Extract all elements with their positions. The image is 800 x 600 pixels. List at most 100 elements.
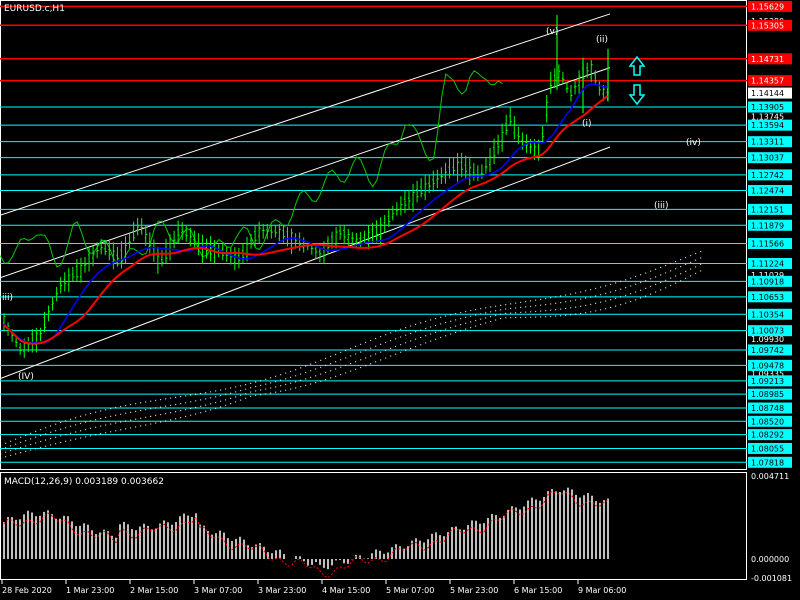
cloud-dot [125, 404, 127, 407]
cyan-level-label: 1.10073 [751, 327, 784, 336]
wave-label-iii-left: iii) [2, 293, 13, 303]
cloud-dot [170, 404, 172, 406]
cloud-dot [630, 300, 632, 303]
cloud-dot [345, 364, 347, 367]
cloud-dot [140, 409, 142, 412]
cloud-dot [400, 351, 402, 353]
cloud-dot [660, 289, 662, 291]
ma-red-line [3, 95, 609, 345]
cloud-dot [245, 393, 247, 395]
cloud-dot [200, 399, 202, 401]
cloud-dot [15, 453, 17, 455]
cloud-dot [90, 427, 92, 429]
cloud-dot [140, 425, 142, 427]
cloud-dot [395, 345, 397, 348]
cloud-dot [10, 440, 12, 442]
cloud-dot [290, 376, 292, 378]
cloud-dot [225, 388, 227, 390]
cyan-level-label-bg [748, 442, 792, 454]
cloud-dot [475, 319, 477, 322]
red-level-label-bg [748, 75, 792, 87]
cloud-dot [650, 293, 652, 295]
cloud-dot [210, 397, 212, 399]
cloud-dot [550, 303, 552, 305]
cloud-dot [180, 410, 182, 412]
cyan-level-label: 1.10354 [751, 310, 784, 319]
cloud-dot [435, 338, 437, 340]
cloud-dot [185, 395, 187, 397]
cloud-dot [535, 316, 537, 318]
cloud-dot [265, 383, 267, 385]
cloud-dot [145, 401, 147, 403]
cloud-dot [50, 425, 52, 427]
cloud-dot [80, 430, 82, 432]
cloud-dot [450, 327, 452, 329]
cloud-dot [455, 325, 457, 327]
cloud-dot [370, 355, 372, 357]
cloud-dot [480, 308, 482, 310]
cloud-dot [655, 268, 657, 270]
cloud-dot [310, 376, 312, 379]
cloud-dot [285, 389, 287, 391]
cloud-dot [335, 375, 337, 377]
cloud-dot [375, 353, 377, 355]
cloud-dot [55, 423, 57, 425]
cloud-dot [200, 405, 202, 407]
cloud-dot [335, 353, 337, 356]
cloud-dot [290, 388, 292, 390]
cloud-dot [145, 416, 147, 418]
cloud-dot [520, 306, 522, 309]
cloud-dot [625, 294, 627, 296]
cloud-dot [440, 330, 442, 332]
cloud-dot [490, 316, 492, 318]
ma-blue-line [3, 83, 608, 344]
cloud-dot [480, 318, 482, 320]
cloud-dot [75, 431, 77, 433]
cyan-level-label: 1.08292 [751, 431, 784, 440]
cloud-dot [20, 436, 22, 438]
cloud-dot [460, 318, 462, 320]
cloud-dot [345, 349, 347, 352]
cloud-dot [700, 263, 702, 266]
time-label: 5 Mar 23:00 [450, 586, 498, 595]
cloud-dot [215, 401, 217, 404]
cloud-dot [440, 323, 442, 325]
cloud-dot [490, 320, 492, 323]
channel-line-2 [0, 13, 611, 216]
cloud-dot [310, 363, 312, 365]
cloud-dot [270, 377, 272, 379]
cloud-dot [590, 289, 592, 291]
cloud-dot [275, 375, 277, 377]
cyan-level-label-bg [748, 388, 792, 400]
cloud-dot [665, 279, 667, 281]
cloud-dot [580, 291, 582, 293]
time-label: 2 Mar 15:00 [130, 586, 178, 595]
cloud-dot [160, 413, 162, 416]
cloud-dot [695, 252, 697, 255]
cloud-dot [525, 311, 527, 313]
cloud-dot [480, 313, 482, 315]
time-label: 3 Mar 07:00 [194, 586, 242, 595]
cloud-dot [405, 349, 407, 351]
cloud-dot [680, 273, 682, 275]
cloud-dot [315, 375, 317, 377]
cyan-level-label-bg [748, 275, 792, 287]
cloud-dot [335, 361, 337, 363]
cloud-dot [175, 396, 177, 398]
cloud-dot [85, 428, 87, 431]
cloud-dot [190, 407, 192, 410]
cloud-dot [415, 331, 417, 333]
cloud-dot [575, 306, 577, 308]
current-price-label: 1.14144 [751, 89, 784, 98]
cloud-dot [220, 406, 222, 408]
cloud-dot [70, 439, 72, 441]
cyan-level-label-bg [748, 308, 792, 320]
cyan-level-label: 1.12742 [751, 171, 784, 180]
cloud-dot [250, 387, 252, 389]
cloud-dot [665, 272, 667, 274]
cloud-dot [475, 314, 477, 316]
cloud-dot [135, 426, 137, 428]
cloud-dot [415, 345, 417, 348]
time-label: 5 Mar 07:00 [386, 586, 434, 595]
